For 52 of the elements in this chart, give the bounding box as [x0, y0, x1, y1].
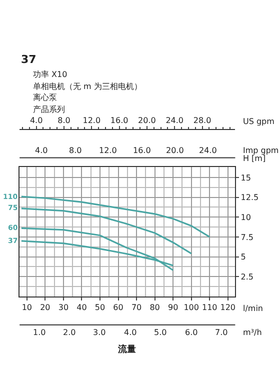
x-tick-label: 120	[220, 303, 236, 312]
y-tick-label: 5	[240, 252, 246, 262]
x-axis-title: 流量	[117, 344, 136, 355]
x2-tick-label: 20.0	[138, 116, 156, 125]
x-tick-label: 80	[150, 303, 160, 312]
text: m³/h	[243, 328, 262, 337]
x-tick-label: 70	[131, 303, 142, 312]
y-tick-label: 15	[240, 173, 251, 182]
x2-tick-label: 24.0	[166, 116, 184, 125]
line-series	[20, 227, 174, 272]
x-tick-label: 30	[58, 303, 69, 312]
x-tick-label: 60	[113, 303, 124, 312]
text: 6.0	[185, 328, 198, 337]
y-tick-label: 7.5	[240, 232, 254, 242]
y-axis-title: H [m]	[243, 154, 266, 163]
x2-tick-label: 8.0	[58, 116, 70, 125]
x-tick-label: 20	[40, 303, 50, 312]
text: 功率 X10	[33, 70, 68, 79]
x2-axis-title: US gpm	[243, 117, 275, 126]
text: 4.0	[35, 146, 48, 155]
line-series	[20, 196, 210, 238]
x-tick-label: 90	[168, 303, 178, 312]
text: 产品系列	[33, 105, 65, 114]
y-tick-label: 12.5	[240, 193, 259, 202]
y-tick-label: 2.5	[240, 272, 254, 282]
text: 离心泵	[33, 93, 57, 102]
text: Imp gpm	[243, 146, 279, 155]
text: 7.0	[215, 328, 228, 337]
line-series	[20, 208, 192, 254]
text: 8.0	[69, 146, 82, 155]
text: 37	[21, 53, 36, 66]
text: 12.0	[99, 146, 117, 155]
x-tick-label: 50	[94, 303, 106, 312]
y-tick-label: 10	[240, 212, 251, 222]
text: 1.0	[33, 328, 46, 337]
text: 24.0	[199, 146, 217, 155]
x2-tick-label: 12.0	[82, 116, 101, 125]
x2-tick-label: 28.0	[193, 116, 212, 125]
x-tick-label: 100	[184, 303, 199, 312]
x-tick-label: 110	[202, 303, 218, 312]
x2-tick-label: 4.0	[30, 116, 43, 125]
text: l/min	[243, 304, 264, 313]
x-tick-label: 10	[22, 303, 32, 312]
text: 单相电机（无 m 为三相电机）	[33, 82, 142, 91]
text: 20.0	[166, 146, 184, 155]
text: 2.0	[63, 328, 76, 337]
x2-tick-label: 16.0	[110, 116, 128, 125]
x-tick-label: 40	[76, 303, 87, 312]
text: 4.0	[124, 328, 137, 337]
text: 5.0	[154, 328, 167, 337]
text: 16.0	[133, 146, 151, 155]
text: 3.0	[93, 328, 106, 337]
